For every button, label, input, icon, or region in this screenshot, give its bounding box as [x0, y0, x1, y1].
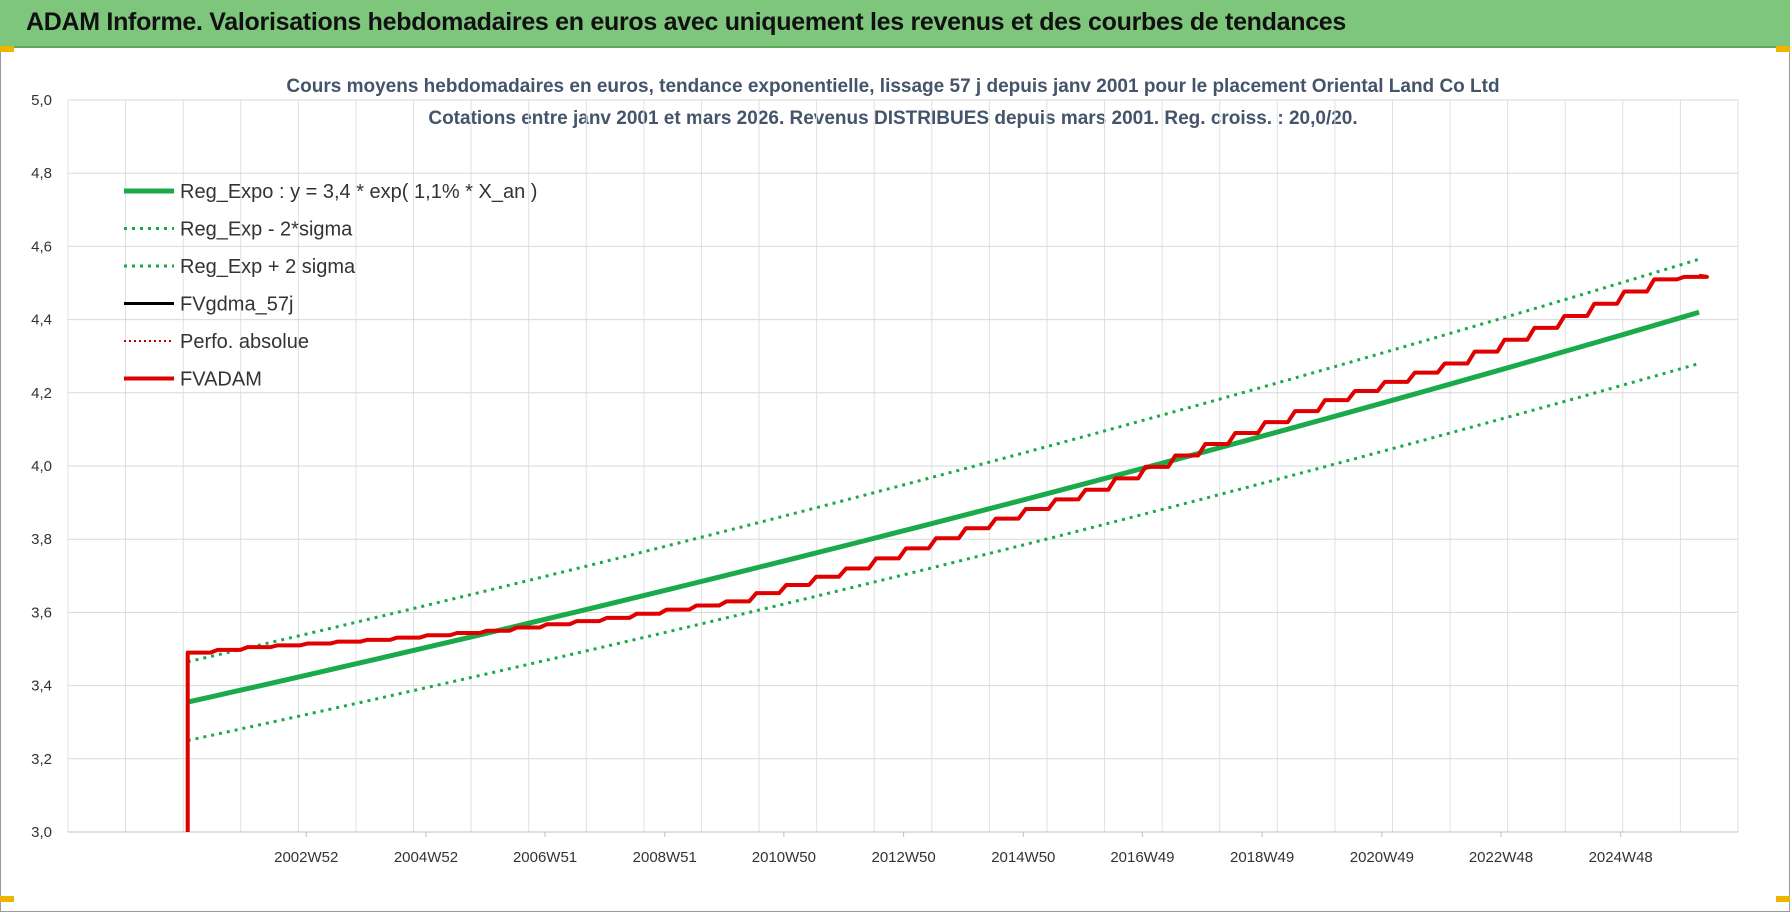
corner-mark-bottom-left	[0, 896, 14, 902]
y-tick-label: 3,2	[31, 751, 52, 768]
x-tick-label: 2014W50	[991, 849, 1055, 866]
y-tick-label: 4,4	[31, 312, 52, 329]
series-line-2	[187, 257, 1700, 664]
grid	[67, 99, 1739, 833]
series-line-5	[185, 273, 1709, 832]
y-tick-label: 3,6	[31, 604, 52, 621]
x-tick-label: 2018W49	[1230, 849, 1294, 866]
y-tick-label: 5,0	[31, 92, 52, 109]
x-tick-label: 2024W48	[1589, 849, 1653, 866]
legend-label-1: Reg_Exp - 2*sigma	[180, 219, 353, 241]
y-tick-label: 4,0	[31, 458, 52, 475]
x-tick-label: 2022W48	[1469, 849, 1533, 866]
y-tick-label: 3,4	[31, 678, 52, 695]
series-layer	[185, 257, 1709, 832]
x-tick-label: 2020W49	[1350, 849, 1414, 866]
legend-label-5: FVADAM	[180, 369, 262, 391]
corner-mark-bottom-right	[1776, 896, 1790, 902]
x-tick-label: 2012W50	[871, 849, 935, 866]
y-tick-label: 3,0	[31, 824, 52, 841]
page-title: ADAM Informe. Valorisations hebdomadaire…	[26, 8, 1347, 36]
series-line-0	[187, 309, 1700, 705]
corner-mark-top-right	[1776, 46, 1790, 52]
x-tick-label: 2008W51	[633, 849, 697, 866]
y-tick-label: 4,2	[31, 385, 52, 402]
corner-mark-top-left	[0, 46, 14, 52]
legend-label-0: Reg_Expo : y = 3,4 * exp( 1,1% * X_an )	[180, 181, 537, 203]
axes: 3,0 3,2 3,4 3,6 3,8 4,0 4,2 4,4 4,6 4,8 5,0 2002W52…	[31, 92, 1738, 866]
series-line-4	[187, 274, 1708, 654]
y-tick-label: 4,8	[31, 165, 52, 182]
header-bar: ADAM Informe. Valorisations hebdomadaire…	[0, 0, 1790, 48]
legend-label-3: FVgdma_57j	[180, 294, 293, 316]
legend: Reg_Expo : y = 3,4 * exp( 1,1% * X_an ) R…	[124, 181, 537, 391]
y-tick-label: 4,6	[31, 238, 52, 255]
x-tick-label: 2004W52	[394, 849, 458, 866]
x-tick-label: 2016W49	[1110, 849, 1174, 866]
series-line-1	[187, 362, 1700, 742]
legend-label-2: Reg_Exp + 2 sigma	[180, 256, 356, 278]
y-tick-label: 3,8	[31, 531, 52, 548]
legend-label-4: Perfo. absolue	[180, 331, 309, 353]
x-tick-label: 2002W52	[274, 849, 338, 866]
chart-subtitle: Cotations entre janv 2001 et mars 2026. …	[428, 108, 1357, 129]
series-line-3	[187, 274, 1709, 655]
x-tick-label: 2010W50	[752, 849, 816, 866]
x-tick-label: 2006W51	[513, 849, 577, 866]
chart-title: Cours moyens hebdomadaires en euros, ten…	[286, 76, 1499, 97]
